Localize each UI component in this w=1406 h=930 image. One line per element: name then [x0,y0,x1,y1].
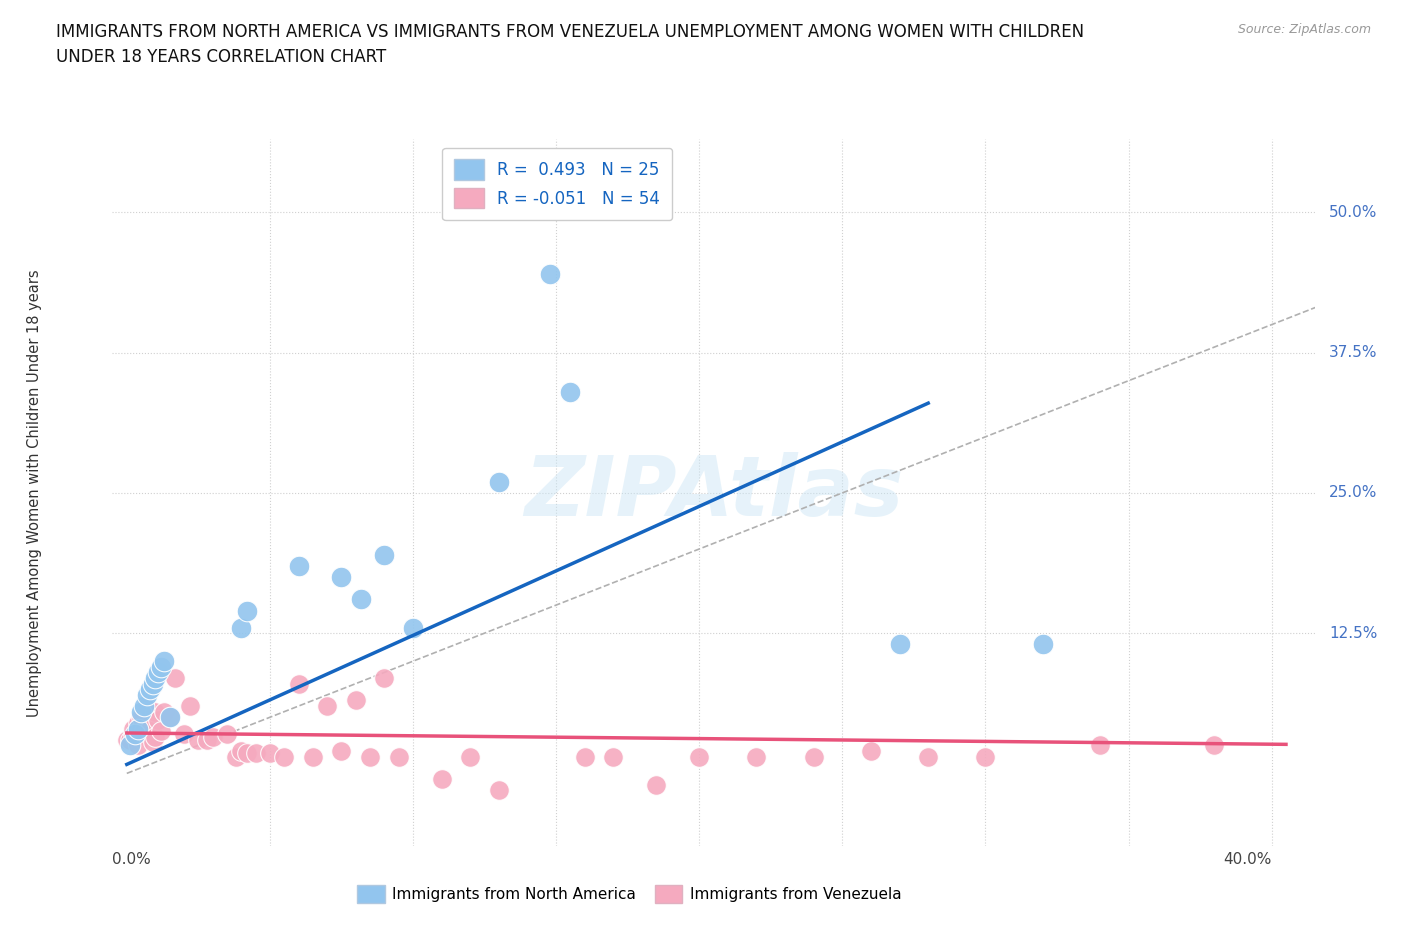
Point [129,704,152,719]
Point [124,726,146,741]
Point [138,721,160,736]
Point [1032,637,1054,652]
Point [124,730,146,745]
Point [236,604,259,618]
Text: UNDER 18 YEARS CORRELATION CHART: UNDER 18 YEARS CORRELATION CHART [56,48,387,66]
Point [118,737,141,752]
Point [287,558,309,573]
Point [688,749,710,764]
Text: Unemployment Among Women with Children Under 18 years: Unemployment Among Women with Children U… [27,269,42,717]
Point [803,749,825,764]
Point [187,732,209,747]
Point [488,783,510,798]
Point [150,659,173,674]
Point [145,671,167,685]
Point [148,665,170,680]
Point [602,749,624,764]
Point [138,682,160,697]
Point [132,724,155,738]
Point [236,746,259,761]
Point [488,474,510,489]
Point [127,715,149,730]
Point [145,704,167,719]
Point [245,746,267,761]
Point [430,772,453,787]
Point [745,749,768,764]
Point [159,710,181,724]
Point [179,698,201,713]
Text: IMMIGRANTS FROM NORTH AMERICA VS IMMIGRANTS FROM VENEZUELA UNEMPLOYMENT AMONG WO: IMMIGRANTS FROM NORTH AMERICA VS IMMIGRA… [56,23,1084,41]
Point [917,749,939,764]
Point [121,726,143,741]
Point [259,746,281,761]
Point [330,743,353,758]
Text: 37.5%: 37.5% [1329,345,1378,360]
Point [165,671,187,685]
Point [118,732,141,747]
Text: 50.0%: 50.0% [1329,205,1378,219]
Text: 40.0%: 40.0% [1223,852,1271,867]
Point [574,749,596,764]
Point [359,749,381,764]
Point [173,726,195,741]
Point [159,710,181,724]
Point [135,687,157,702]
Point [231,620,253,635]
Point [225,749,247,764]
Point [350,592,373,607]
Point [127,737,149,752]
Point [153,654,176,669]
Point [148,712,170,727]
Text: 25.0%: 25.0% [1329,485,1378,500]
Point [301,749,323,764]
Point [316,698,339,713]
Text: Source: ZipAtlas.com: Source: ZipAtlas.com [1237,23,1371,36]
Point [373,671,395,685]
Legend: Immigrants from North America, Immigrants from Venezuela: Immigrants from North America, Immigrant… [352,879,907,910]
Point [645,777,668,792]
Point [195,732,218,747]
Point [231,743,253,758]
Point [889,637,911,652]
Point [560,384,582,399]
Point [129,721,152,736]
Point [135,698,157,713]
Text: ZIPAtlas: ZIPAtlas [524,452,903,534]
Point [141,735,163,750]
Point [201,730,224,745]
Point [402,620,425,635]
Point [287,676,309,691]
Point [373,547,395,562]
Point [153,704,176,719]
Point [121,721,143,736]
Point [859,743,882,758]
Point [974,749,997,764]
Point [115,732,138,747]
Point [1204,737,1226,752]
Point [458,749,481,764]
Point [132,698,155,713]
Point [215,726,238,741]
Point [1088,737,1111,752]
Text: 0.0%: 0.0% [112,852,152,867]
Point [145,730,167,745]
Point [330,569,353,584]
Point [273,749,295,764]
Point [388,749,411,764]
Point [344,693,367,708]
Point [538,267,561,282]
Point [141,676,163,691]
Text: 12.5%: 12.5% [1329,626,1378,641]
Point [127,721,149,736]
Point [129,710,152,724]
Point [150,724,173,738]
